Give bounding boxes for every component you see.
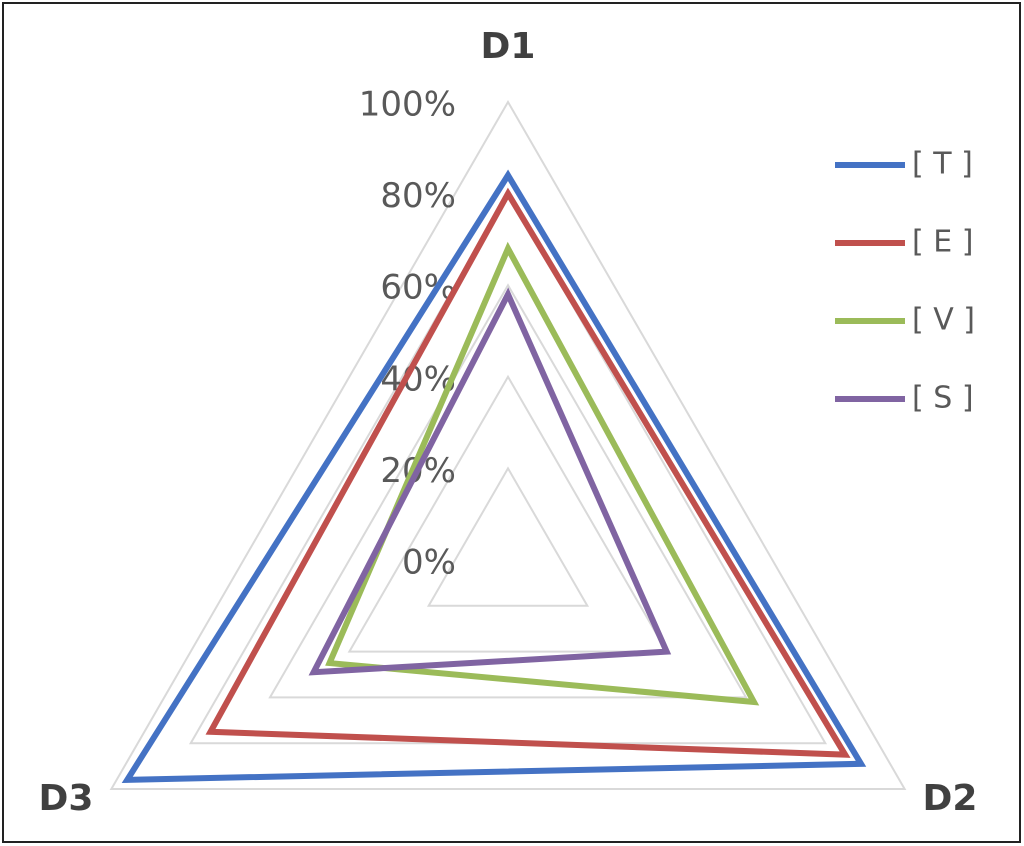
y-tick-label: 100%: [359, 85, 456, 125]
axis-label: D3: [39, 778, 94, 819]
legend-label: [ V ]: [912, 303, 975, 338]
y-tick-label: 80%: [380, 176, 456, 216]
grid-line: [109, 100, 907, 790]
axis-label: D1: [481, 26, 536, 67]
legend-label: [ S ]: [912, 381, 974, 416]
grid-line: [268, 283, 748, 699]
y-tick-label: 0%: [402, 543, 456, 583]
legend-label: [ T ]: [912, 147, 973, 182]
series-line: [121, 169, 867, 783]
grid-line: [426, 466, 590, 607]
series-line: [325, 241, 760, 706]
series-line: [205, 187, 851, 758]
grid-line: [347, 374, 669, 653]
series-line: [308, 287, 672, 676]
legend-label: [ E ]: [912, 225, 973, 260]
axis-label: D2: [923, 778, 978, 819]
